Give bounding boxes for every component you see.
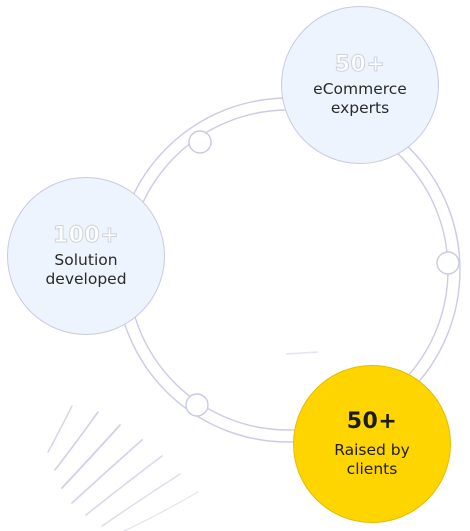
stat-caption-line2: clients (346, 460, 398, 478)
stat-ecommerce-experts: 50+ eCommerce experts (281, 6, 439, 164)
stat-caption-line1: eCommerce (313, 80, 407, 98)
ring-node-right (436, 251, 460, 275)
stat-caption-line2: experts (330, 99, 390, 117)
stat-number: 100+ (52, 223, 120, 249)
stat-solutions-developed: 100+ Solution developed (7, 177, 165, 335)
stat-raised-by-clients: 50+ Raised by clients (293, 365, 451, 523)
stat-caption-line1: Solution (54, 251, 118, 269)
ring-node-bottom (185, 393, 209, 417)
stat-caption-line1: Raised by (334, 441, 410, 459)
ring-node-top (188, 130, 212, 154)
flare-line (285, 351, 319, 355)
stat-number: 50+ (334, 52, 386, 78)
decorative-stripes (47, 405, 199, 531)
stat-caption-line2: developed (45, 270, 127, 288)
stat-number: 50+ (346, 409, 398, 434)
